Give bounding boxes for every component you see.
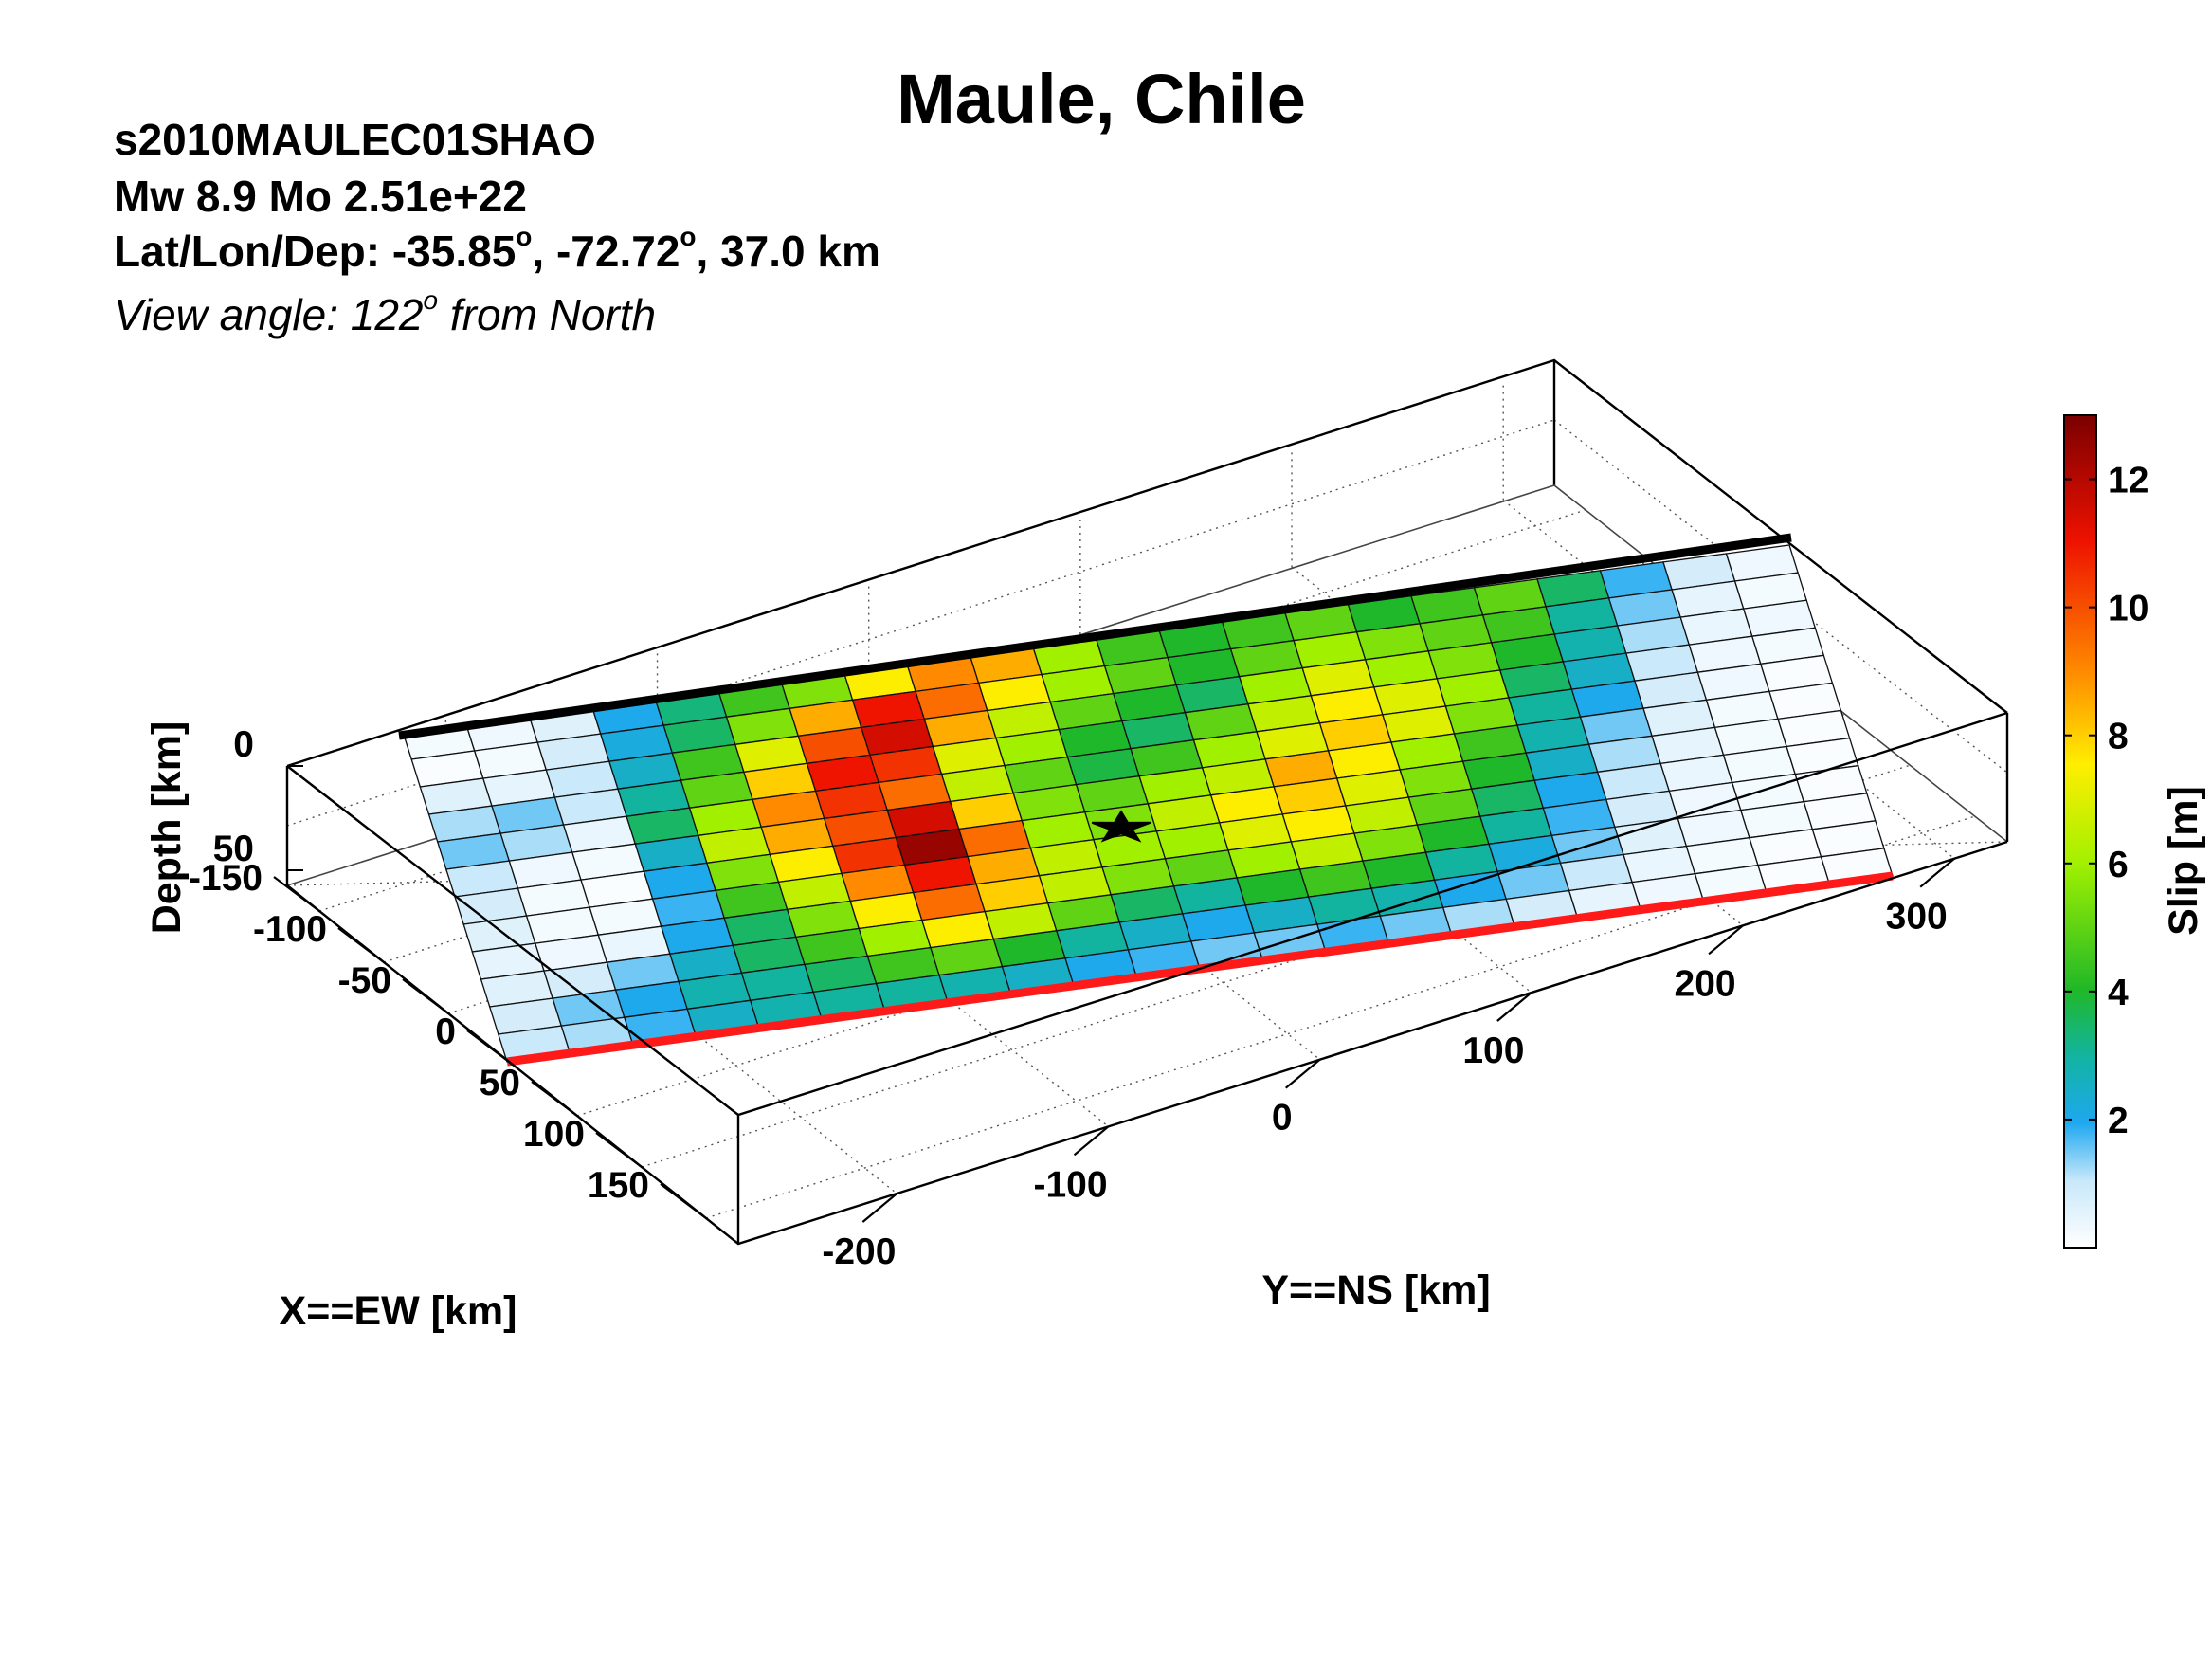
x-tick-mark — [337, 927, 385, 963]
colorbar-tick-label: 4 — [2108, 973, 2129, 1013]
y-tick-label: -200 — [822, 1231, 896, 1272]
y-tick-mark — [1919, 857, 1955, 888]
colorbar: 2 4 6 8 10 12 Slip [m] — [2063, 414, 2206, 1249]
colorbar-tick-label: 6 — [2108, 845, 2129, 885]
x-tick-mark — [466, 1030, 514, 1066]
view-angle: View angle: 122o from North — [114, 285, 657, 339]
grid-line-x — [318, 508, 1589, 912]
x-tick-mark — [595, 1132, 643, 1168]
event-id: s2010MAULEC01SHAO — [114, 115, 596, 164]
y-tick-mark — [1496, 992, 1532, 1022]
axis-ticks: -150-100-50050100150-200-100010020030005… — [144, 721, 1955, 1334]
colorbar-tick-label: 8 — [2108, 717, 2129, 757]
y-tick-mark — [1073, 1125, 1110, 1157]
x-tick-mark — [531, 1081, 578, 1117]
chart-title: Maule, Chile — [897, 60, 1306, 138]
x-tick-label: 0 — [435, 1012, 456, 1052]
hypocenter-star-marker — [1091, 810, 1151, 843]
y-axis-label: Y==NS [km] — [1261, 1267, 1490, 1313]
y-tick-label: 200 — [1675, 963, 1736, 1004]
x-tick-mark — [402, 978, 449, 1014]
y-tick-label: 300 — [1886, 897, 1948, 938]
grid-line-wall — [286, 419, 1555, 827]
x-axis-label: X==EW [km] — [280, 1288, 517, 1334]
degree-symbol: o — [516, 222, 533, 251]
y-tick-mark — [1285, 1058, 1321, 1089]
location-lat: Lat/Lon/Dep: -35.85 — [114, 227, 517, 276]
colorbar-tick-label: 12 — [2108, 461, 2149, 501]
z-axis-label: Depth [km] — [144, 721, 190, 935]
x-tick-label: 100 — [523, 1114, 585, 1155]
fault-plane — [398, 533, 1894, 1066]
x-tick-label: -50 — [338, 960, 391, 1001]
colorbar-tick-label: 10 — [2108, 589, 2149, 629]
y-tick-label: -100 — [1034, 1164, 1108, 1205]
x-tick-label: 50 — [480, 1063, 520, 1103]
colorbar-label: Slip [m] — [2161, 786, 2206, 936]
colorbar-gradient — [2063, 414, 2097, 1249]
degree-symbol: o — [423, 285, 439, 315]
y-tick-label: 0 — [1272, 1098, 1293, 1139]
x-tick-mark — [273, 876, 320, 912]
fault-top-edge — [398, 533, 1792, 740]
location-lon: , -72.72 — [532, 227, 680, 276]
x-tick-label: 150 — [588, 1165, 649, 1206]
y-tick-mark — [1708, 924, 1744, 956]
y-tick-mark — [861, 1193, 898, 1223]
location-depth: , 37.0 km — [696, 227, 880, 276]
x-tick-mark — [660, 1183, 707, 1219]
z-tick-label: 0 — [233, 724, 254, 765]
degree-symbol: o — [680, 222, 697, 251]
location-line: Lat/Lon/Dep: -35.85o, -72.72o, 37.0 km — [114, 222, 880, 277]
colorbar-tick-label: 2 — [2108, 1101, 2129, 1141]
x-tick-label: -100 — [253, 909, 327, 950]
magnitude-line: Mw 8.9 Mo 2.51e+22 — [114, 172, 527, 221]
z-tick-label: 50 — [213, 829, 254, 869]
y-tick-label: 100 — [1462, 1030, 1524, 1071]
x-tick-label: -150 — [189, 858, 263, 899]
